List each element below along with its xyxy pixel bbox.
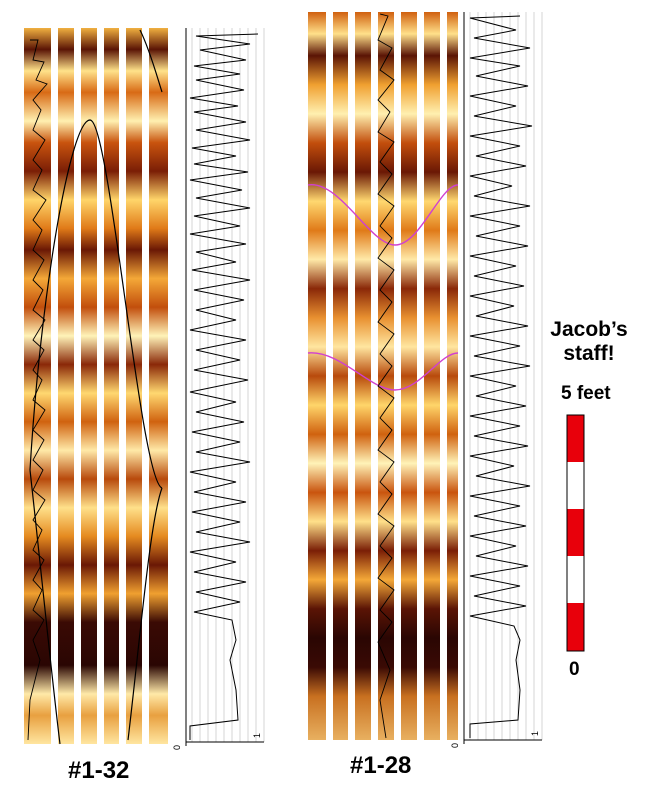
core-panel-right bbox=[307, 12, 459, 740]
staff-segment-2 bbox=[567, 462, 584, 509]
log-curve-left bbox=[189, 33, 259, 740]
staff-segment-3 bbox=[567, 509, 584, 556]
core-panel-left bbox=[24, 28, 168, 745]
staff-segment-1 bbox=[567, 415, 584, 462]
scale-min-left: 0 bbox=[172, 745, 182, 750]
log-track-right: 0 1 bbox=[450, 12, 543, 748]
staff-outline bbox=[566, 414, 585, 652]
staff-bottom-label: 0 bbox=[569, 659, 580, 680]
staff-title-line1: Jacob’s bbox=[550, 318, 628, 341]
log-gridlines-left bbox=[191, 28, 265, 742]
log-track-left: 0 1 bbox=[172, 28, 265, 750]
core-label-left: #1-32 bbox=[68, 757, 130, 784]
sine-curve-right-1 bbox=[307, 184, 459, 246]
core-gaps-right bbox=[326, 12, 447, 740]
log-curve-right bbox=[469, 15, 533, 738]
sine-curve-right-2 bbox=[307, 352, 459, 391]
jacobs-staff bbox=[566, 414, 585, 652]
core-gaps-left bbox=[51, 28, 149, 744]
scale-max-right: 1 bbox=[530, 731, 540, 736]
scale-max-left: 1 bbox=[252, 733, 262, 738]
core-trace-right bbox=[377, 13, 395, 739]
core-trace-left bbox=[27, 39, 48, 741]
sine-curve-left bbox=[29, 29, 163, 745]
staff-segment-5 bbox=[567, 603, 584, 651]
staff-title-line2: staff! bbox=[563, 342, 615, 365]
staff-top-label: 5 feet bbox=[561, 383, 611, 404]
core-label-right: #1-28 bbox=[350, 752, 412, 779]
staff-title: Jacob’s staff! bbox=[549, 318, 629, 366]
scale-min-right: 0 bbox=[450, 743, 460, 748]
staff-segment-4 bbox=[567, 556, 584, 603]
